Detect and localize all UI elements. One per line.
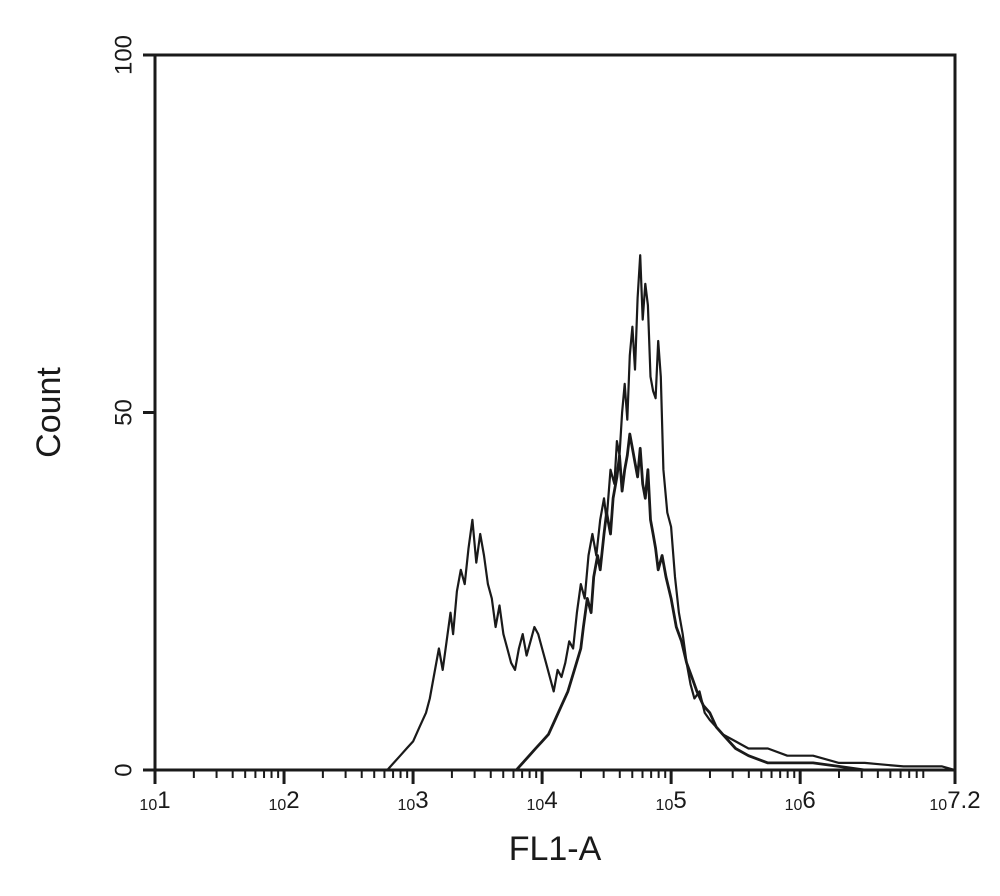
histogram-trace-sample-2 bbox=[516, 434, 877, 770]
x-tick-label: 104 bbox=[527, 787, 558, 814]
x-tick-label: 106 bbox=[785, 787, 816, 814]
x-tick-label: 102 bbox=[268, 787, 299, 814]
y-axis-label: Count bbox=[30, 367, 68, 458]
y-tick-label: 50 bbox=[110, 399, 137, 426]
histogram-trace-sample-1 bbox=[387, 255, 955, 770]
flow-cytometry-histogram: 0 50 100 101 102 103 104 105 106 107.2 Count FL1-… bbox=[0, 0, 1000, 896]
x-tick-label: 101 bbox=[139, 787, 170, 814]
axes bbox=[155, 55, 955, 770]
histogram-series bbox=[387, 255, 955, 770]
x-tick-label: 103 bbox=[397, 787, 428, 814]
y-tick-label: 100 bbox=[110, 35, 137, 75]
y-tick-label: 0 bbox=[110, 763, 137, 776]
x-axis-label: FL1-A bbox=[509, 830, 602, 868]
chart-container: { "chart": { "type": "histogram", "backg… bbox=[0, 0, 1000, 896]
x-tick-label: 107.2 bbox=[929, 787, 980, 814]
axis-ticks: 0 50 100 101 102 103 104 105 106 107.2 bbox=[110, 35, 980, 814]
x-tick-label: 105 bbox=[656, 787, 687, 814]
